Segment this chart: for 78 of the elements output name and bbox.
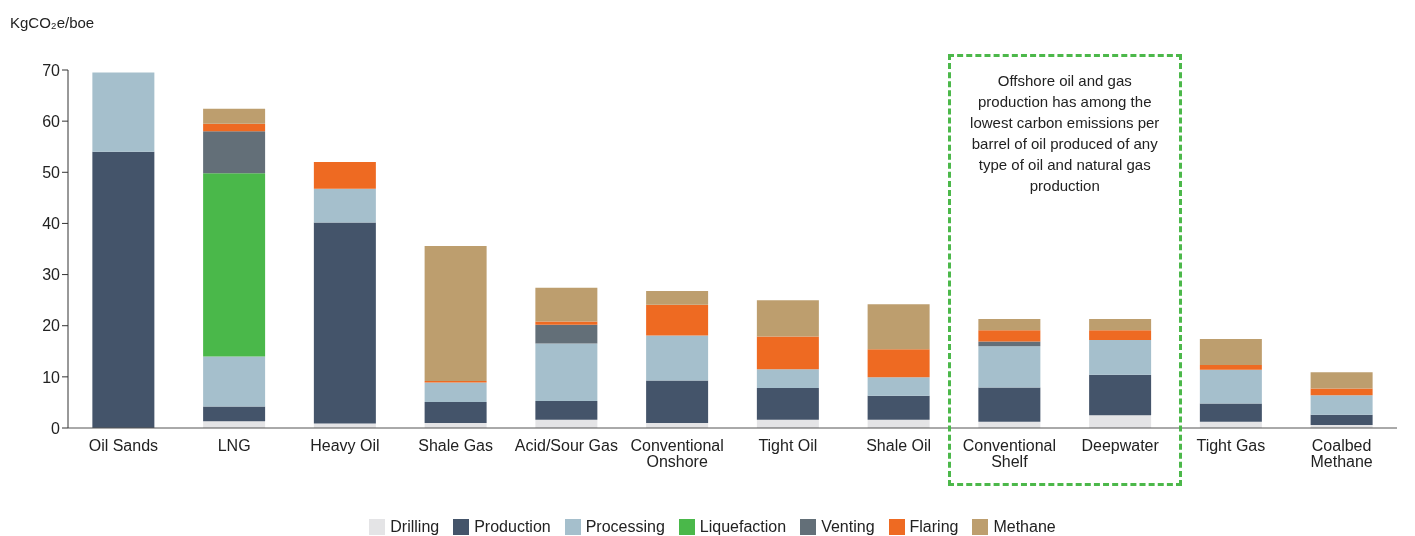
bar [1310,395,1373,415]
y-tick-label: 20 [42,317,61,335]
bar [1199,369,1262,404]
legend-label: Flaring [909,518,959,536]
bar [867,304,930,350]
y-tick-label: 40 [42,215,61,233]
bar [756,369,819,389]
bar [1310,372,1373,389]
y-tick-label: 30 [42,266,61,284]
x-tick-label: Tight Gas [1196,437,1266,455]
bar [978,330,1041,342]
y-tick-label: 60 [42,112,61,130]
bar [867,349,930,378]
bar [203,131,266,174]
bar [867,395,930,420]
bar [646,380,709,423]
bar [535,400,598,420]
bar [1089,340,1152,375]
y-tick-label: 0 [51,419,61,437]
x-tick-label: Shale Oil [866,437,932,455]
x-tick-label: Conventional Onshore [630,437,724,471]
bar [646,304,709,336]
bar [1199,365,1262,370]
legend-label: Processing [585,518,665,536]
bar [1310,414,1373,425]
bar [535,324,598,344]
bar [203,356,266,407]
x-tick-label: Tight Oil [758,437,818,455]
bar [978,319,1041,331]
bar [203,123,266,132]
bar [978,346,1041,388]
legend-label: Drilling [390,518,440,536]
bar [424,382,487,402]
bar [756,300,819,337]
bar [1310,388,1373,396]
bar [646,290,709,305]
bar [1089,415,1152,428]
bar [1089,330,1152,341]
bar [1199,339,1262,366]
legend-label: Production [474,518,551,536]
bar [92,151,155,428]
bar [535,321,598,325]
legend-label: Liquefaction [699,518,787,536]
y-tick-label: 70 [42,61,61,79]
bar [535,287,598,322]
bar [203,406,266,422]
bar [646,335,709,381]
bar [424,245,487,381]
legend-label: Venting [821,518,875,536]
x-tick-label: Oil Sands [88,437,159,455]
x-tick-label: Conventional Shelf [962,437,1057,471]
bar [1089,319,1152,331]
y-tick-label: 50 [42,163,61,181]
bar [313,188,376,223]
bar [203,173,266,357]
bar [424,401,487,423]
legend-label: Methane [993,518,1056,536]
bar [1199,403,1262,422]
x-tick-label: LNG [217,437,251,455]
annotation: Offshore oil and gas production has among the lowest carbon emissions per barrel of oil produced of any type of oil and natural gas production [969,71,1161,196]
x-tick-label: Shale Gas [418,437,493,455]
bar [92,72,155,152]
y-axis-title: KgCO₂e/boe [10,14,95,31]
y-tick-label: 10 [42,368,61,386]
x-tick-label: Deepwater [1081,437,1160,455]
bar [756,336,819,370]
bar [867,377,930,396]
bar [313,162,376,189]
bar [1089,374,1152,416]
bar [203,108,266,124]
bar [978,387,1041,422]
x-tick-label: Heavy Oil [310,437,380,455]
x-tick-label: Coalbed Methane [1310,437,1373,471]
bar [203,421,266,428]
x-tick-label: Acid/Sour Gas [514,437,618,455]
bar [313,222,376,424]
bar [756,388,819,420]
bar [535,343,598,401]
